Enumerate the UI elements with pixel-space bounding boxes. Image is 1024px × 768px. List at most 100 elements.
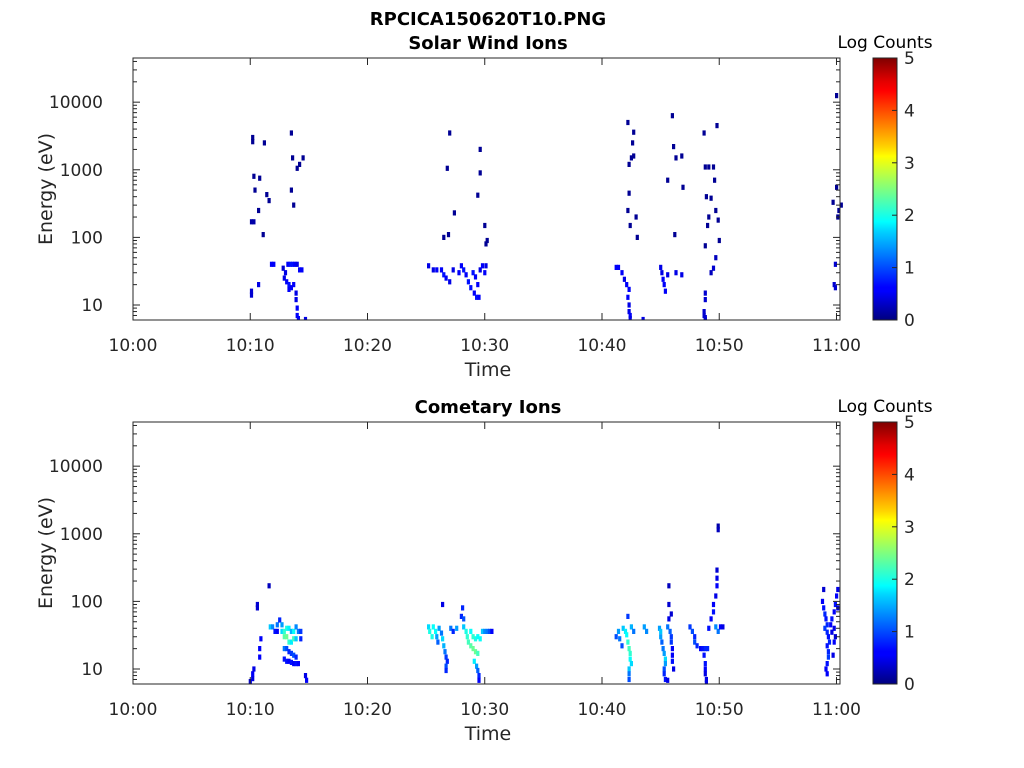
heatmap-cell (835, 93, 839, 99)
heatmap-cell (485, 628, 489, 634)
heatmap-cell (435, 267, 439, 273)
heatmap-cell (483, 222, 487, 229)
heatmap-cell (293, 261, 297, 267)
heatmap-cell (835, 184, 839, 190)
heatmap-cell (287, 282, 291, 288)
colorbar-tick-label: 4 (904, 465, 915, 485)
heatmap-cell (430, 634, 434, 640)
heatmap-cell (668, 628, 672, 634)
heatmap-cell (444, 667, 448, 674)
heatmap-cell (672, 666, 676, 672)
colorbar-tick-label: 1 (904, 623, 915, 643)
heatmap-cell (475, 663, 479, 669)
heatmap-cell (827, 639, 832, 645)
heatmap-cell (667, 583, 671, 589)
heatmap-cell (716, 523, 720, 529)
heatmap-cell (291, 261, 295, 267)
colorbar-label: Log Counts (837, 33, 932, 53)
heatmap-cell (632, 628, 636, 634)
heatmap-cell (299, 628, 303, 634)
colorbar-tick-label: 2 (904, 206, 915, 226)
heatmap-cell (699, 646, 703, 652)
heatmap-cell (448, 279, 452, 285)
heatmap-cell (835, 593, 839, 599)
heatmap-cell (670, 652, 674, 658)
heatmap-cell (666, 677, 670, 683)
heatmap-cell (446, 232, 451, 238)
heatmap-cell (703, 243, 707, 249)
heatmap-cell (666, 177, 670, 183)
heatmap-cell (282, 646, 286, 652)
heatmap-cell (670, 658, 674, 664)
heatmap-cell (278, 617, 282, 623)
heatmap-cell (466, 639, 470, 645)
heatmap-cell (289, 659, 293, 665)
heatmap-cell (627, 286, 631, 292)
heatmap-cell (680, 153, 684, 159)
heatmap-cell (715, 567, 719, 573)
heatmap-cell (833, 634, 837, 640)
heatmap-cell (704, 680, 708, 684)
heatmap-cell (483, 628, 487, 634)
heatmap-cell (249, 219, 254, 225)
heatmap-cell (659, 264, 663, 270)
heatmap-cell (829, 622, 833, 628)
x-tick-label: 10:10 (226, 700, 275, 720)
heatmap-cell (251, 671, 255, 677)
colorbar-tick-label: 1 (904, 259, 915, 279)
heatmap-cell (437, 625, 441, 631)
heatmap-cell (464, 628, 468, 634)
heatmap-cell (285, 279, 289, 285)
heatmap-cell (634, 214, 638, 220)
heatmap-cell (296, 661, 300, 667)
heatmap-cell (837, 207, 841, 214)
heatmap-cell (477, 673, 481, 679)
heatmap-cell (662, 671, 666, 677)
heatmap-cell (471, 270, 475, 276)
heatmap-cell (614, 264, 618, 270)
heatmap-cell (289, 639, 293, 645)
heatmap-cell (826, 654, 830, 660)
heatmap-cell (621, 625, 625, 631)
x-axis-label: Time (464, 359, 512, 381)
heatmap-cell (628, 316, 632, 320)
heatmap-cell (251, 134, 255, 141)
colorbar-tick-label: 2 (904, 570, 915, 590)
heatmap-cell (669, 639, 673, 645)
heatmap-cell (830, 616, 834, 622)
heatmap-cell (303, 316, 308, 320)
heatmap-cell (442, 234, 446, 240)
heatmap-cell (473, 649, 478, 655)
colorbar-tick-label: 0 (904, 675, 915, 695)
axis-ticks: 10:00 10:10 10:20 10:30 10:40 10:50 11:00 10 100… (49, 58, 861, 356)
heatmap-cell (294, 654, 298, 660)
heatmap-cell (623, 628, 628, 634)
colorbar-ticks: 0 1 2 3 4 5 (892, 413, 915, 695)
heatmap-cell (693, 639, 697, 645)
heatmap-cell (663, 676, 667, 683)
heatmap-cell (283, 270, 288, 276)
heatmap-cell (262, 140, 266, 146)
heatmap-cell (252, 219, 256, 225)
heatmap-cell (721, 624, 725, 630)
panel-title: Solar Wind Ions (408, 33, 567, 54)
heatmap-cell (477, 294, 481, 300)
heatmap-cell (824, 616, 828, 622)
heatmap-cell (251, 676, 255, 682)
heatmap-cell (257, 282, 261, 288)
heatmap-cell (480, 263, 485, 269)
heatmap-cell (715, 583, 719, 589)
heatmap-cell (631, 140, 635, 146)
x-tick-label: 10:50 (695, 336, 744, 356)
y-tick-label: 1000 (60, 525, 103, 545)
heatmap-cell (703, 297, 707, 303)
heatmap-cell (627, 161, 631, 167)
heatmap-cell (832, 625, 836, 631)
heatmap-cell (287, 625, 291, 631)
heatmap-cell (478, 267, 482, 273)
heatmap-cell (461, 605, 465, 611)
heatmap-cell (620, 270, 624, 276)
heatmap-cell (709, 616, 713, 622)
heatmap-cell (659, 628, 663, 634)
heatmap-cell (718, 624, 723, 630)
